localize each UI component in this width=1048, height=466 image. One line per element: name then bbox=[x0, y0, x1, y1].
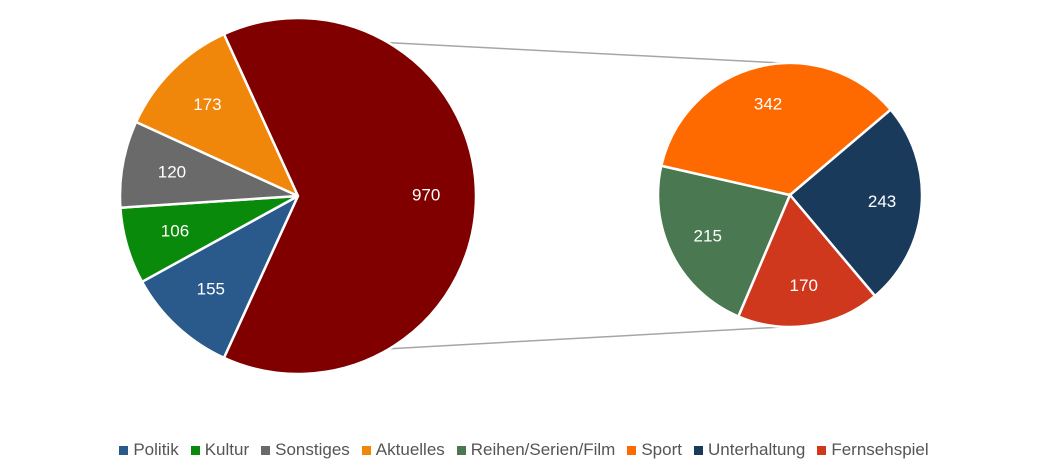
slice-label: 155 bbox=[197, 279, 225, 298]
legend-swatch bbox=[456, 445, 466, 455]
legend-swatch bbox=[190, 445, 200, 455]
legend-label: Unterhaltung bbox=[707, 440, 806, 459]
legend-item: Reihen/Serien/Film bbox=[456, 440, 616, 460]
slice-label: 120 bbox=[158, 162, 186, 181]
pie-slice bbox=[736, 192, 877, 329]
legend-item: Aktuelles bbox=[361, 440, 445, 460]
legend-label: Kultur bbox=[204, 440, 250, 459]
legend-item: Fernsehspiel bbox=[817, 440, 929, 460]
legend-label: Politik bbox=[133, 440, 179, 459]
slice-label: 173 bbox=[193, 95, 221, 114]
pie-slice bbox=[134, 32, 301, 199]
slice-label: 970 bbox=[412, 185, 440, 204]
slice-label: 170 bbox=[790, 276, 818, 295]
legend: Politik Kultur Sonstiges Aktuelles Reihen/Se… bbox=[0, 440, 1048, 460]
legend-label: Sonstiges bbox=[275, 440, 350, 459]
slice-label: 215 bbox=[694, 227, 722, 246]
legend-swatch bbox=[361, 445, 371, 455]
legend-label: Sport bbox=[641, 440, 682, 459]
legend-swatch bbox=[817, 445, 827, 455]
pie-slice bbox=[140, 193, 301, 360]
pie-slice bbox=[659, 61, 893, 197]
legend-item: Sonstiges bbox=[261, 440, 350, 460]
slice-label: 243 bbox=[868, 192, 896, 211]
legend-item: Sport bbox=[627, 440, 682, 460]
legend-swatch bbox=[119, 445, 129, 455]
legend-item: Kultur bbox=[190, 440, 250, 460]
legend-swatch bbox=[627, 445, 637, 455]
legend-label: Fernsehspiel bbox=[831, 440, 929, 459]
legend-swatch bbox=[261, 445, 271, 455]
chart: 155 106 120 173 970 215 342 243 170 bbox=[118, 16, 924, 376]
legend-swatch bbox=[693, 445, 703, 455]
pie-slice bbox=[788, 107, 924, 298]
pie-slice bbox=[222, 16, 478, 376]
slice-label: 342 bbox=[754, 95, 782, 114]
legend-item: Politik bbox=[119, 440, 179, 460]
legend-item: Unterhaltung bbox=[693, 440, 806, 460]
pie-slice bbox=[656, 164, 792, 319]
slice-label: 106 bbox=[161, 221, 189, 240]
legend-label: Aktuelles bbox=[375, 440, 445, 459]
legend-label: Reihen/Serien/Film bbox=[470, 440, 616, 459]
